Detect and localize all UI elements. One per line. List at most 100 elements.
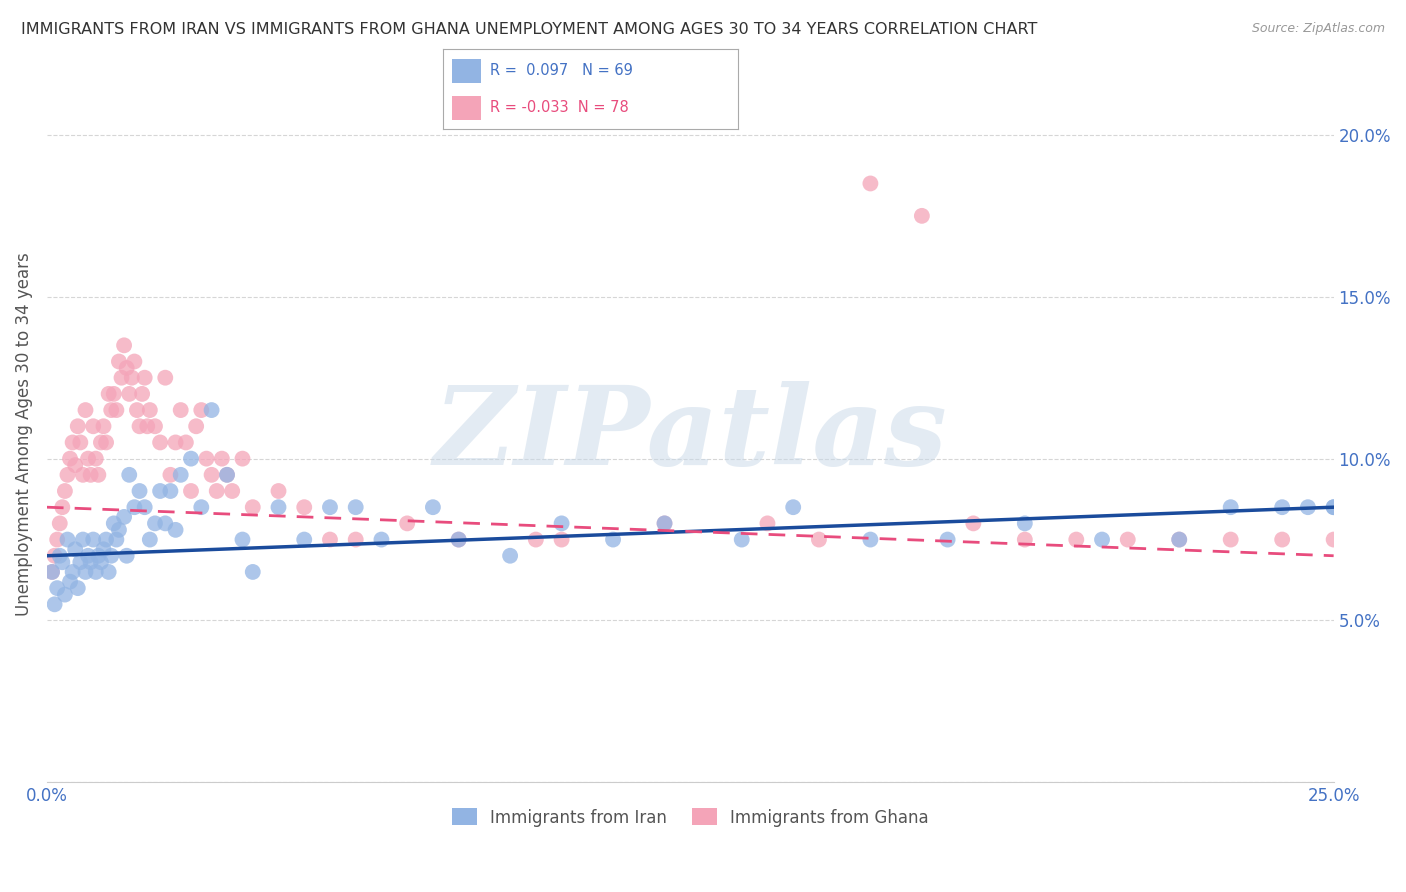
Point [90,435,112,450]
Point [63,542,86,557]
Point [782,500,804,515]
Point [51,500,73,515]
Point [221,483,243,498]
Point [56,533,79,547]
Point [1323,500,1346,515]
Point [654,516,676,531]
Point [215,467,238,482]
Point [53,483,76,498]
Point [292,533,315,547]
Point [46,533,69,547]
Point [139,533,162,547]
Point [128,483,150,498]
Point [200,403,222,417]
Point [77,549,100,563]
Point [205,483,228,498]
Point [134,370,156,384]
Point [149,435,172,450]
Point [87,549,110,563]
Point [159,483,181,498]
Point [77,451,100,466]
Point [1014,516,1036,531]
Point [344,500,367,515]
Point [112,509,135,524]
Point [128,419,150,434]
Point [136,419,159,434]
Point [859,177,882,191]
Point [103,516,125,531]
Point [1219,500,1241,515]
Point [231,451,253,466]
Point [180,483,202,498]
Point [44,597,66,611]
Point [108,354,131,368]
Point [170,403,193,417]
Point [108,523,131,537]
Point [524,533,547,547]
Point [654,516,676,531]
Point [936,533,959,547]
Point [1323,533,1346,547]
Point [756,516,779,531]
Point [396,516,419,531]
Point [62,565,84,579]
Point [344,533,367,547]
Point [242,500,264,515]
Point [165,523,187,537]
Point [124,500,146,515]
Point [72,467,94,482]
Point [155,516,177,531]
Point [731,533,754,547]
Point [499,549,522,563]
Point [97,565,120,579]
Point [962,516,984,531]
Point [41,565,63,579]
Point [550,533,572,547]
Point [215,467,238,482]
Point [1168,533,1191,547]
Point [1271,533,1294,547]
Point [174,435,197,450]
Point [90,555,112,569]
Point [292,500,315,515]
Point [59,574,82,589]
Point [44,549,66,563]
Point [1219,533,1241,547]
Point [422,500,444,515]
Point [1014,533,1036,547]
Point [143,516,166,531]
Point [93,419,115,434]
Point [82,419,104,434]
Point [121,370,143,384]
Point [447,533,470,547]
Point [195,451,218,466]
Point [911,209,934,223]
Point [190,500,212,515]
Point [211,451,233,466]
Text: R =  0.097   N = 69: R = 0.097 N = 69 [491,63,633,78]
Point [46,581,69,595]
Point [859,533,882,547]
Point [447,533,470,547]
Point [170,467,193,482]
Point [105,403,128,417]
Point [62,435,84,450]
Point [41,565,63,579]
Point [93,542,115,557]
Point [319,500,342,515]
Point [131,387,153,401]
Y-axis label: Unemployment Among Ages 30 to 34 years: Unemployment Among Ages 30 to 34 years [15,252,32,616]
Point [807,533,830,547]
Point [53,588,76,602]
Bar [451,59,481,83]
Point [155,370,177,384]
Point [242,565,264,579]
Point [59,451,82,466]
Point [1296,500,1319,515]
Point [94,435,117,450]
Point [66,419,89,434]
Point [1064,533,1087,547]
Point [82,533,104,547]
Point [103,387,125,401]
Point [69,435,91,450]
